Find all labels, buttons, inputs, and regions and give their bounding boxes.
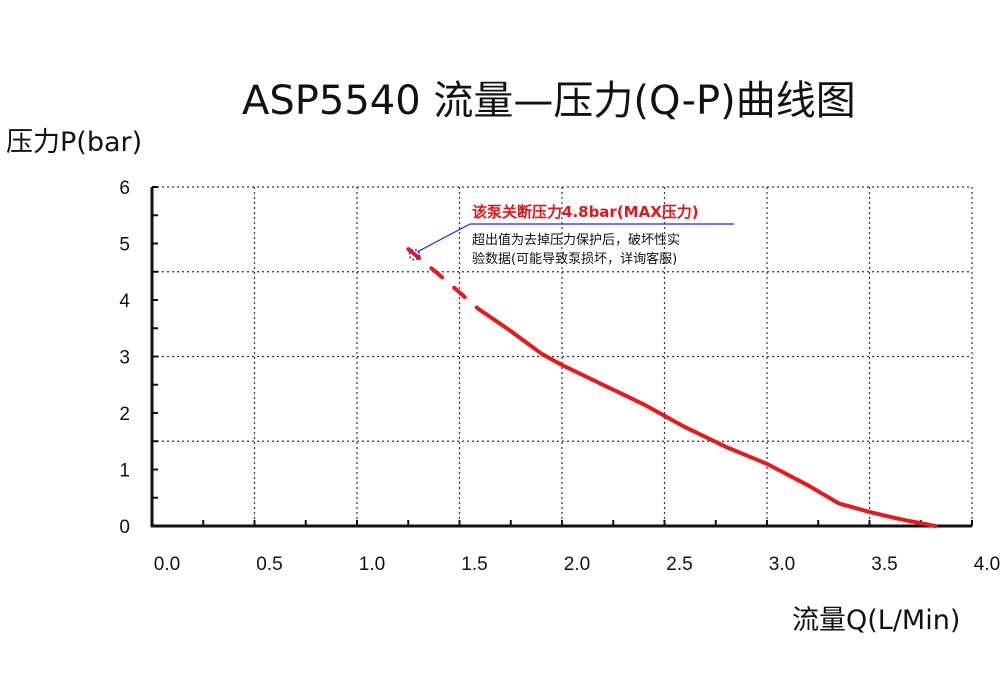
x-tick-label: 0.0 (154, 554, 180, 575)
x-tick-label: 4.0 (974, 554, 1000, 575)
x-tick-label: 1.5 (461, 554, 487, 575)
y-tick-label: 1 (119, 461, 130, 482)
y-axis-label: 压力P(bar) (6, 127, 143, 158)
annotation-leader-line (417, 223, 471, 253)
annotation-note-line: 超出值为去掉压力保护后，破坏性实 (472, 232, 680, 248)
qp-curve (475, 306, 938, 528)
y-tick-label: 4 (119, 291, 130, 312)
annotation-marker (408, 249, 421, 261)
y-tick-label: 6 (119, 178, 130, 199)
chart-title: ASP5540 流量—压力(Q-P)曲线图 (242, 78, 856, 124)
x-tick-label: 2.5 (666, 554, 692, 575)
x-tick-label: 3.0 (769, 554, 795, 575)
x-tick-label: 3.5 (871, 554, 897, 575)
annotation-note-line: 验数据(可能导致泵损坏，详询客服) (472, 251, 677, 267)
annotation-title: 该泵关断压力4.8bar(MAX压力) (472, 203, 699, 221)
x-tick-label: 0.5 (256, 554, 282, 575)
y-tick-label: 2 (119, 404, 130, 425)
qp-curve-dashed (406, 247, 480, 311)
x-axis-label: 流量Q(L/Min) (792, 605, 961, 636)
x-tick-label: 1.0 (359, 554, 385, 575)
y-tick-label: 5 (119, 235, 130, 256)
y-tick-label: 0 (119, 517, 130, 538)
x-tick-label: 2.0 (564, 554, 590, 575)
y-tick-label: 3 (119, 348, 130, 369)
